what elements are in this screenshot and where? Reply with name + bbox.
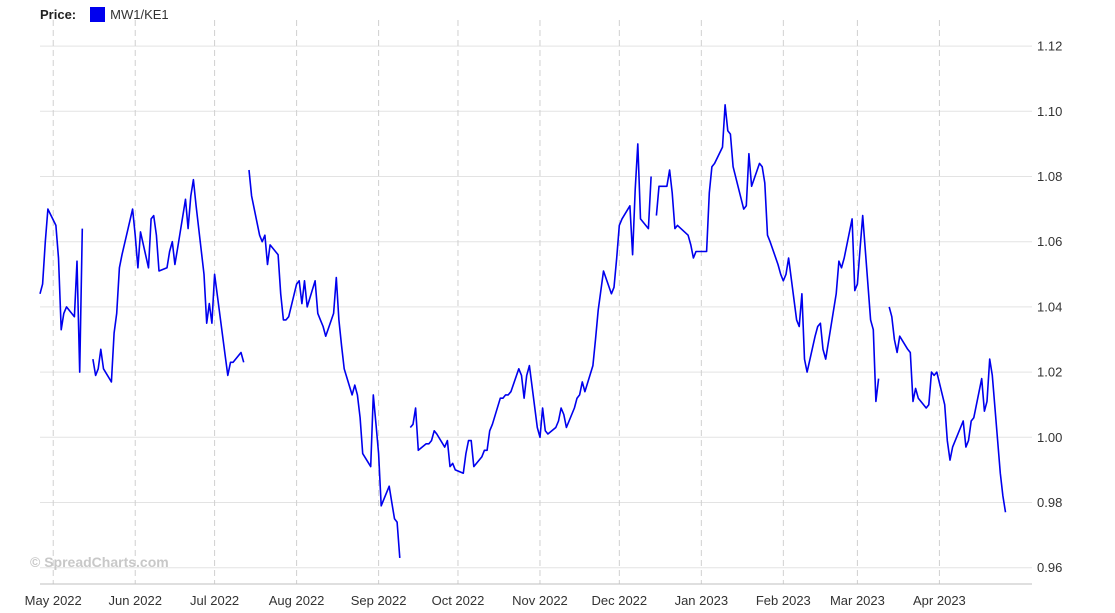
y-tick-label: 1.10 (1037, 104, 1062, 119)
y-tick-label: 1.08 (1037, 169, 1062, 184)
x-tick-label: Jul 2022 (190, 593, 239, 608)
y-tick-label: 1.00 (1037, 430, 1062, 445)
horizontal-gridlines (40, 45, 1032, 569)
x-tick-label: Apr 2023 (913, 593, 966, 608)
x-tick-label: Jan 2023 (675, 593, 729, 608)
chart-legend: Price: MW1/KE1 (40, 5, 169, 23)
x-tick-label: Dec 2022 (591, 593, 647, 608)
x-tick-label: Jun 2022 (108, 593, 162, 608)
y-tick-label: 1.12 (1037, 39, 1062, 54)
x-tick-label: Oct 2022 (432, 593, 485, 608)
watermark: © SpreadCharts.com (30, 554, 169, 570)
x-tick-label: May 2022 (25, 593, 82, 608)
x-tick-label: Nov 2022 (512, 593, 568, 608)
series-line-segment[interactable] (92, 178, 245, 383)
x-tick-label: Mar 2023 (830, 593, 885, 608)
x-tick-label: Sep 2022 (351, 593, 407, 608)
y-tick-label: 0.96 (1037, 560, 1062, 575)
series-line-segment[interactable] (39, 208, 84, 373)
vertical-gridlines (52, 20, 940, 584)
series-line-segment[interactable] (409, 143, 652, 474)
x-tick-label: Feb 2023 (756, 593, 811, 608)
legend-series-label[interactable]: MW1/KE1 (110, 6, 169, 22)
series-line-segment[interactable] (248, 169, 401, 558)
y-tick-label: 0.98 (1037, 495, 1062, 510)
legend-title: Price: (40, 6, 77, 22)
series-lines (39, 104, 1007, 558)
series-line-segment[interactable] (888, 306, 1007, 513)
x-tick-label: Aug 2022 (269, 593, 325, 608)
y-tick-label: 1.02 (1037, 365, 1062, 380)
series-line-segment[interactable] (655, 104, 880, 403)
y-axis-tick-labels: 0.96 0.98 1.00 1.02 1.04 1.06 1.08 1.10 1.12 (1037, 39, 1062, 576)
y-tick-label: 1.06 (1037, 234, 1062, 249)
y-tick-label: 1.04 (1037, 299, 1062, 314)
x-axis-tick-labels: May 2022 Jun 2022 Jul 2022 Aug 2022 Sep 2022… (25, 593, 966, 608)
legend-swatch (90, 6, 106, 22)
